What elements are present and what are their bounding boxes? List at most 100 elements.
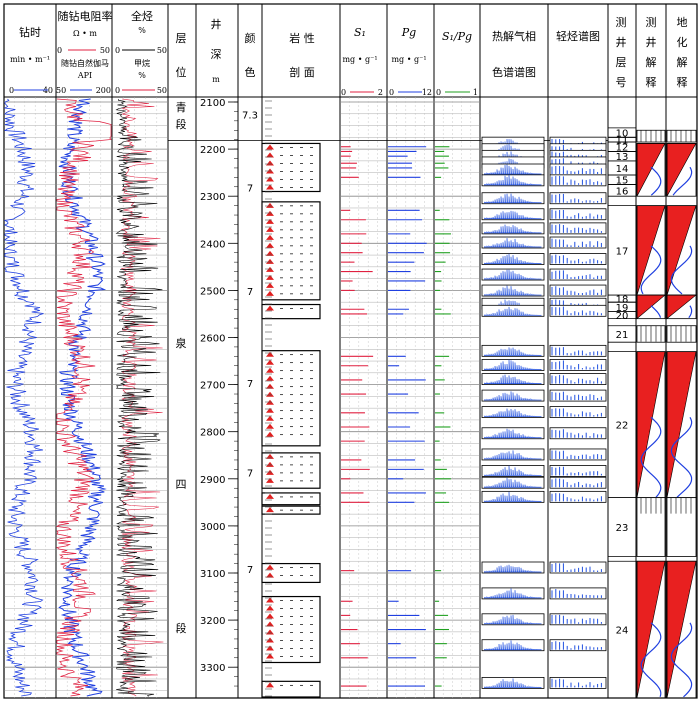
layer-number: 21 (616, 330, 629, 341)
layer-number: 13 (616, 152, 629, 163)
pyrolysis-spectrum (484, 408, 542, 417)
interp-oil-zone (666, 294, 697, 320)
pyrolysis-spectrum (484, 391, 542, 401)
interp-curve (670, 417, 693, 498)
log-tracks: 2100220023002400250026002700280029003000… (3, 3, 698, 699)
light-hc-panel (549, 465, 607, 477)
depth-tick-label: 3200 (200, 616, 225, 627)
pyrolysis-header-2: 色谱谱图 (492, 65, 536, 79)
total-gas-min: 0 (115, 46, 120, 55)
formation-labels: 青 段 泉 四 段 (176, 101, 187, 635)
oil-show-mark (266, 266, 274, 272)
interp-curve (688, 305, 693, 319)
depth-header-1: 井 (211, 17, 222, 31)
pyrolysis-spectrum (484, 477, 542, 488)
layer-number: 16 (616, 186, 629, 197)
drill-time-min: 0 (9, 86, 14, 95)
interp-zone-frame (636, 560, 666, 699)
oil-show-mark (266, 407, 274, 413)
oil-show-mark (266, 202, 274, 208)
interp-curve (650, 305, 662, 318)
pyrolysis-spectrum (484, 285, 542, 296)
oil-show-mark (266, 375, 274, 381)
oil-show-mark (266, 184, 274, 190)
layer-number: 17 (616, 246, 629, 257)
interp-oil-zone (636, 351, 666, 498)
depth-tick-label: 2600 (200, 334, 225, 345)
light-hc-panel (549, 587, 607, 600)
test-layer-header-3: 层 (616, 56, 627, 69)
methane-unit: % (138, 71, 146, 80)
layer-number: 23 (616, 523, 629, 534)
resistivity-max: 50 (100, 46, 110, 55)
depth-tick-label: 2300 (200, 192, 225, 203)
pyrolysis-spectrum (484, 614, 542, 625)
formation-lower-3: 段 (176, 621, 187, 635)
interp-curve (670, 622, 693, 698)
interp-curve (650, 166, 662, 196)
layer-number: 14 (616, 164, 629, 175)
drill-time-title: 钻时 (19, 25, 41, 39)
interp-oil-zone (636, 560, 666, 699)
light-hc-panel (549, 304, 607, 317)
color-code: 7 (247, 379, 253, 390)
depth-tick-label: 2200 (200, 145, 225, 156)
header-row: 钻时 min • m⁻¹ 0 40 随钻电阻率 Ω • m 0 50 随钻自然伽… (9, 9, 688, 97)
methane-max: 50 (157, 86, 167, 95)
pyrolysis-spectrum (484, 564, 542, 573)
gamma-title: 随钻自然伽马 (61, 58, 109, 68)
pg-title: Pg (401, 26, 416, 39)
color-code: 7 (247, 468, 253, 479)
drill-time-curve (3, 98, 44, 697)
oil-show-mark (266, 351, 274, 357)
gamma-min: 50 (56, 86, 66, 95)
depth-tick-label: 2900 (200, 475, 225, 486)
formation-lower-1: 泉 (176, 336, 187, 350)
color-code: 7.3 (242, 110, 258, 121)
interp-dry-zone (666, 497, 697, 557)
pyrolysis-spectrum (484, 210, 542, 220)
formation-lower-2: 四 (176, 478, 187, 491)
oil-show-mark (266, 469, 274, 475)
oil-show-mark (266, 359, 274, 365)
layer-number: 12 (616, 143, 629, 154)
oil-show-mark (266, 290, 274, 296)
depth-header-2: 深 (211, 48, 222, 61)
s1-min: 0 (341, 88, 346, 97)
oil-show-mark (266, 282, 274, 288)
total-gas-max: 50 (157, 46, 167, 55)
interp-zone-frame (666, 560, 697, 699)
interp-curve (640, 416, 662, 498)
color-code: 7 (247, 565, 253, 576)
light-hc-panel (549, 192, 607, 205)
layer-number: 18 (616, 295, 629, 306)
light-hc-panel (549, 284, 607, 297)
pyrolysis-spectrum (484, 359, 542, 370)
light-hc-panel (549, 448, 607, 461)
geo-interp-header-4: 释 (677, 76, 688, 89)
oil-show-mark (266, 493, 274, 499)
interp-zone-frame (636, 143, 666, 197)
log-interp-header-1: 测 (646, 16, 657, 29)
interp-zone-frame (666, 143, 697, 197)
oil-show-mark (266, 152, 274, 158)
layer-number: 11 (616, 136, 629, 147)
light-hc-panel (549, 236, 607, 249)
oil-show-mark (266, 507, 274, 513)
layer-header-1: 层 (176, 32, 187, 45)
geo-interp-header-1: 地 (677, 16, 688, 29)
pyrolysis-spectrum (484, 269, 542, 280)
layer-number: 22 (616, 421, 629, 432)
layer-number: 24 (616, 626, 629, 637)
s1pg-title: S₁/Pg (442, 30, 472, 43)
light-hc-panel (549, 427, 607, 440)
oil-show-mark (266, 144, 274, 150)
color-code: 7 (247, 183, 253, 194)
pyrolysis-spectrum (484, 491, 542, 502)
sand-block (261, 201, 321, 301)
light-hc-panel (549, 476, 607, 489)
pg-unit: mg • g⁻¹ (391, 55, 426, 64)
methane-title: 甲烷 (134, 58, 150, 68)
total-gas-title: 全烃 (131, 9, 153, 23)
